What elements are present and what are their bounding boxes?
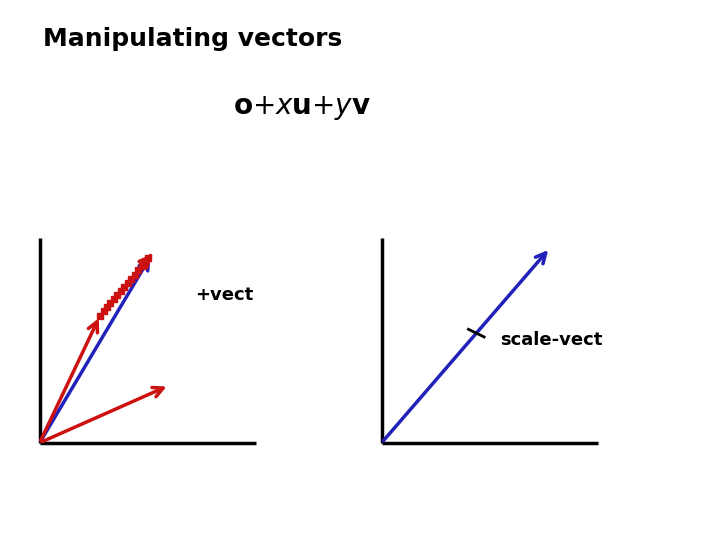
Text: Manipulating vectors: Manipulating vectors	[43, 27, 343, 51]
Text: scale-vect: scale-vect	[500, 331, 603, 349]
Text: $\mathbf{o}$$ + $$x$$\mathbf{u}$$ + $$y$$\mathbf{v}$: $\mathbf{o}$$ + $$x$$\mathbf{u}$$ + $$y$…	[233, 94, 372, 122]
Text: +vect: +vect	[195, 286, 253, 304]
